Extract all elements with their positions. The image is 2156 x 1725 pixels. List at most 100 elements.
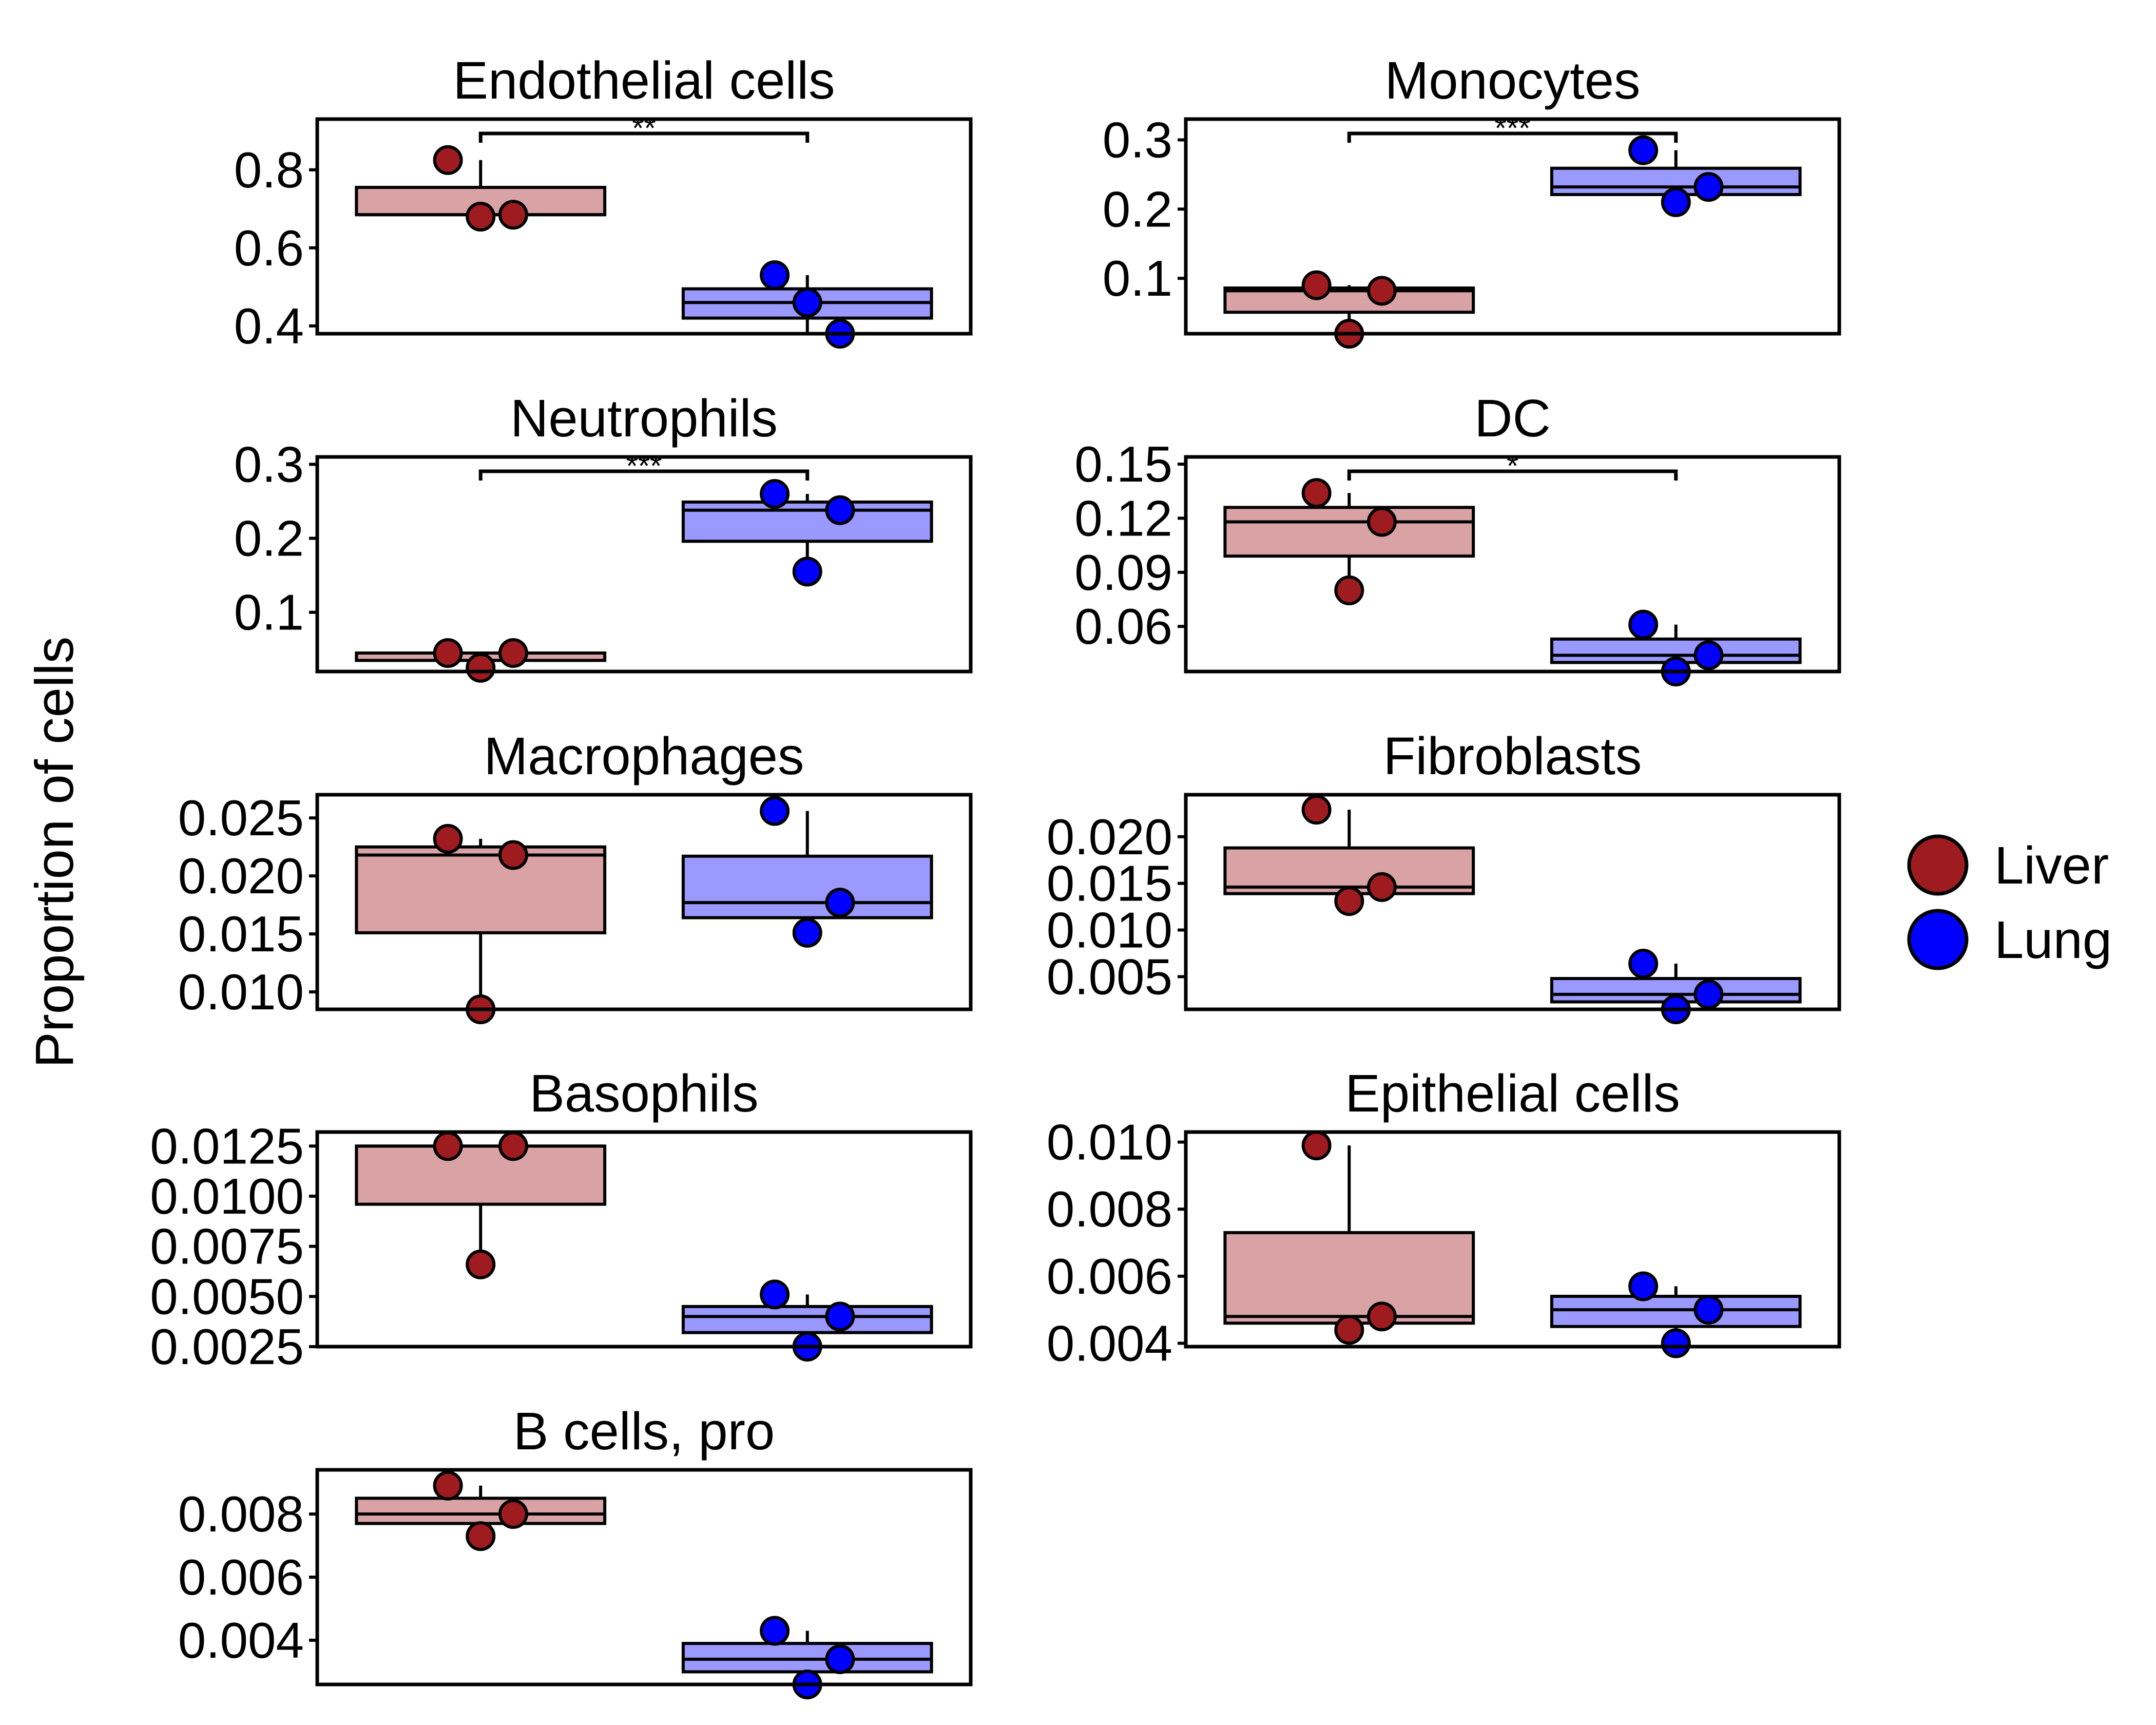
- significance-bracket: [1347, 131, 1678, 143]
- panel-title: Neutrophils: [510, 389, 778, 448]
- y-tick-label: 0.0100: [150, 1168, 304, 1224]
- lung-data-point: [1693, 640, 1724, 670]
- y-tick-label: 0.06: [1074, 598, 1172, 655]
- plot-frame-overlay: [315, 1130, 973, 1349]
- liver-data-point: [1366, 1301, 1397, 1332]
- lung-data-point: [792, 917, 822, 948]
- panel-title: Endothelial cells: [453, 51, 835, 110]
- panel-title: Epithelial cells: [1345, 1064, 1680, 1123]
- y-tick-label: 0.025: [178, 790, 304, 846]
- y-tick-label: 0.0025: [150, 1318, 304, 1375]
- legend-swatch: [1907, 834, 1969, 896]
- y-tick-label: 0.1: [234, 584, 304, 641]
- panel-title: Macrophages: [484, 726, 804, 785]
- plot-frame-overlay: [1184, 455, 1841, 674]
- legend: Liver Lung: [1907, 834, 2112, 970]
- plot-frame-overlay: [315, 117, 973, 336]
- panels: Endothelial cells 0.4 0.6 0.8 ** Monocytes 0.1…: [150, 51, 1841, 1699]
- lung-data-point: [1693, 979, 1724, 1009]
- y-tick-label: 0.0125: [150, 1118, 304, 1174]
- liver-data-point: [433, 145, 463, 175]
- lung-data-point: [1628, 135, 1659, 165]
- liver-box: [355, 1497, 607, 1525]
- liver-data-point: [433, 823, 463, 854]
- lung-data-point: [1661, 1328, 1691, 1358]
- y-tick-label: 0.010: [1047, 1114, 1172, 1171]
- plot-frame-overlay: [1184, 793, 1841, 1011]
- y-tick-label: 0.2: [234, 510, 304, 567]
- y-tick-label: 0.09: [1074, 544, 1172, 601]
- y-tick-label: 0.1: [1103, 250, 1172, 306]
- liver-data-point: [1334, 886, 1364, 916]
- panel-title: Monocytes: [1384, 51, 1640, 110]
- lung-data-point: [1693, 172, 1724, 202]
- liver-data-point: [1366, 507, 1397, 537]
- y-tick-label: 0.006: [178, 1549, 304, 1605]
- panel-neutrophils: Neutrophils 0.1 0.2 0.3 ***: [234, 389, 973, 683]
- lung-box: [681, 1305, 933, 1334]
- liver-data-point: [1366, 276, 1397, 306]
- lung-data-point: [760, 1616, 790, 1646]
- lung-data-point: [1628, 1271, 1659, 1301]
- liver-data-point: [466, 653, 496, 683]
- lung-box: [1550, 1295, 1802, 1328]
- panel-endothelial-cells: Endothelial cells 0.4 0.6 0.8 **: [234, 51, 973, 354]
- y-tick-label: 0.004: [1047, 1315, 1172, 1371]
- lung-data-point: [760, 479, 790, 509]
- lung-data-point: [825, 1301, 855, 1332]
- lung-data-point: [825, 1644, 855, 1674]
- y-tick-label: 0.005: [1047, 948, 1172, 1005]
- plot-frame-overlay: [315, 455, 973, 674]
- y-tick-label: 0.0075: [150, 1218, 304, 1275]
- y-tick-label: 0.12: [1074, 490, 1172, 546]
- liver-data-point: [466, 1249, 496, 1279]
- liver-data-point: [498, 1131, 528, 1161]
- lung-data-point: [1661, 187, 1691, 217]
- plot-frame-overlay: [315, 793, 973, 1011]
- lung-box: [681, 500, 933, 543]
- y-tick-label: 0.006: [1047, 1248, 1172, 1305]
- lung-box: [681, 1642, 933, 1674]
- y-tick-label: 0.004: [178, 1612, 304, 1669]
- significance-bracket: [478, 469, 810, 481]
- legend-entry-lung: Lung: [1907, 909, 2112, 970]
- panel-title: Basophils: [529, 1064, 759, 1123]
- liver-data-point: [433, 1131, 463, 1161]
- y-tick-label: 0.15: [1074, 436, 1172, 492]
- liver-box: [1223, 506, 1475, 558]
- y-tick-label: 0.015: [1047, 855, 1172, 912]
- y-tick-label: 0.020: [1047, 809, 1172, 865]
- y-axis-label: Proportion of cells: [25, 637, 85, 1068]
- plot-frame-overlay: [1184, 1130, 1841, 1349]
- y-tick-label: 0.0050: [150, 1268, 304, 1325]
- lung-data-point: [1628, 609, 1659, 640]
- y-tick-label: 0.3: [234, 436, 304, 492]
- y-tick-label: 0.2: [1103, 181, 1172, 237]
- significance-label: ***: [626, 449, 662, 483]
- lung-data-point: [792, 557, 822, 587]
- liver-data-point: [1334, 575, 1364, 605]
- panel-title: DC: [1474, 389, 1551, 448]
- y-tick-label: 0.4: [234, 298, 304, 354]
- liver-data-point: [1301, 478, 1332, 508]
- plot-frame-overlay: [315, 1468, 973, 1686]
- liver-data-point: [433, 1470, 463, 1501]
- y-tick-label: 0.008: [1047, 1181, 1172, 1237]
- panel-epithelial-cells: Epithelial cells 0.004 0.006 0.008 0.010: [1047, 1064, 1841, 1371]
- significance-label: *: [1507, 449, 1518, 483]
- y-tick-label: 0.6: [234, 220, 304, 276]
- y-tick-label: 0.008: [178, 1486, 304, 1542]
- liver-box: [355, 1144, 607, 1206]
- panel-dc: DC 0.060.090.120.15 *: [1074, 389, 1841, 686]
- liver-data-point: [498, 840, 528, 870]
- lung-data-point: [792, 288, 822, 318]
- lung-data-point: [1628, 948, 1659, 979]
- y-tick-label: 0.020: [178, 848, 304, 904]
- panel-title: Fibroblasts: [1383, 726, 1642, 785]
- liver-data-point: [466, 1521, 496, 1551]
- y-tick-label: 0.015: [178, 906, 304, 962]
